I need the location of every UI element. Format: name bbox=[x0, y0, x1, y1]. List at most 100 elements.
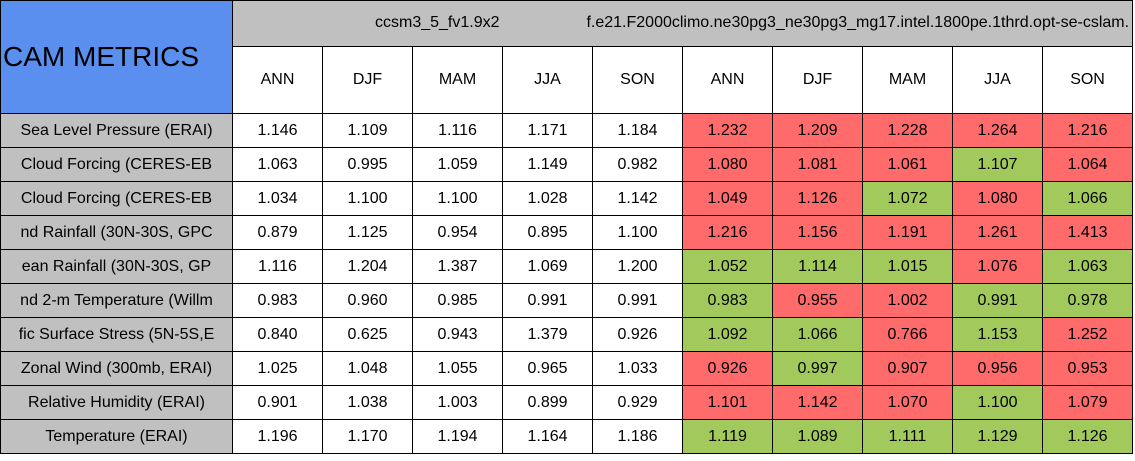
data-row: ean Rainfall (30N-30S, GP 1.116 1.204 1.387… bbox=[0, 249, 1134, 284]
row-label: Sea Level Pressure (ERAI) bbox=[0, 113, 233, 148]
metric-value: 1.107 bbox=[952, 147, 1043, 182]
season-row: ANN DJF MAM JJA SON ANN DJF MAM JJA SON bbox=[1, 46, 1134, 114]
metric-value: 1.126 bbox=[772, 181, 863, 216]
metric-value: 1.170 bbox=[322, 419, 413, 454]
metric-value: 1.142 bbox=[772, 385, 863, 420]
metric-value: 1.264 bbox=[952, 113, 1043, 148]
metric-value: 1.066 bbox=[1041, 181, 1134, 216]
metric-value: 1.387 bbox=[412, 249, 503, 284]
metric-value: 0.943 bbox=[412, 317, 503, 352]
metric-value: 0.907 bbox=[862, 351, 953, 386]
metric-value: 1.184 bbox=[592, 113, 683, 148]
season-header: SON bbox=[592, 46, 683, 114]
season-header: DJF bbox=[772, 46, 863, 114]
metric-value: 0.929 bbox=[592, 385, 683, 420]
row-label: fic Surface Stress (5N-5S,E bbox=[0, 317, 233, 352]
case-name: f.e21.F2000climo.ne30pg3_ne30pg3_mg17.in… bbox=[586, 14, 1130, 31]
metric-value: 0.965 bbox=[502, 351, 593, 386]
metric-value: 1.048 bbox=[322, 351, 413, 386]
metric-value: 1.076 bbox=[952, 249, 1043, 284]
metric-value: 1.196 bbox=[232, 419, 323, 454]
metric-value: 0.895 bbox=[502, 215, 593, 250]
metric-value: 1.033 bbox=[592, 351, 683, 386]
metric-value: 0.995 bbox=[322, 147, 413, 182]
metric-value: 1.142 bbox=[592, 181, 683, 216]
metric-value: 1.119 bbox=[682, 419, 773, 454]
metric-value: 1.063 bbox=[1041, 249, 1134, 284]
row-label: Temperature (ERAI) bbox=[0, 419, 233, 454]
metric-value: 0.926 bbox=[592, 317, 683, 352]
metric-value: 1.149 bbox=[502, 147, 593, 182]
season-header: MAM bbox=[862, 46, 953, 114]
metric-value: 1.146 bbox=[232, 113, 323, 148]
metric-value: 1.002 bbox=[862, 283, 953, 318]
metric-value: 1.153 bbox=[952, 317, 1043, 352]
metric-value: 1.194 bbox=[412, 419, 503, 454]
metric-value: 1.125 bbox=[322, 215, 413, 250]
row-label: Cloud Forcing (CERES-EB bbox=[0, 181, 233, 216]
season-header: ANN bbox=[232, 46, 323, 114]
metric-value: 0.991 bbox=[502, 283, 593, 318]
metric-value: 0.901 bbox=[232, 385, 323, 420]
metric-value: 1.111 bbox=[862, 419, 953, 454]
metric-value: 0.899 bbox=[502, 385, 593, 420]
metric-value: 1.055 bbox=[412, 351, 503, 386]
metric-value: 1.038 bbox=[322, 385, 413, 420]
season-header: JJA bbox=[502, 46, 593, 114]
metric-value: 0.991 bbox=[952, 283, 1043, 318]
metric-value: 1.114 bbox=[772, 249, 863, 284]
data-row: Temperature (ERAI) 1.196 1.170 1.194 1.164 1.… bbox=[0, 419, 1134, 454]
metric-value: 1.034 bbox=[232, 181, 323, 216]
metric-value: 1.232 bbox=[682, 113, 773, 148]
metric-value: 1.101 bbox=[682, 385, 773, 420]
metric-value: 0.997 bbox=[772, 351, 863, 386]
metric-value: 1.116 bbox=[232, 249, 323, 284]
metric-value: 1.070 bbox=[862, 385, 953, 420]
metric-value: 1.209 bbox=[772, 113, 863, 148]
season-header: JJA bbox=[952, 46, 1043, 114]
data-row: nd 2-m Temperature (Willm 0.983 0.960 0.985… bbox=[0, 283, 1134, 318]
metric-value: 1.080 bbox=[682, 147, 773, 182]
metric-value: 0.991 bbox=[592, 283, 683, 318]
metric-value: 1.064 bbox=[1041, 147, 1134, 182]
metric-value: 1.171 bbox=[502, 113, 593, 148]
metric-value: 1.081 bbox=[772, 147, 863, 182]
metric-value: 1.028 bbox=[502, 181, 593, 216]
row-label: Relative Humidity (ERAI) bbox=[0, 385, 233, 420]
data-row: fic Surface Stress (5N-5S,E 0.840 0.625 0.9… bbox=[0, 317, 1134, 352]
metric-value: 1.100 bbox=[592, 215, 683, 250]
metric-value: 1.200 bbox=[592, 249, 683, 284]
metric-value: 0.983 bbox=[682, 283, 773, 318]
header-row: CAM METRICS ccsm3_5_fv1.9x2 f.e21.F2000c… bbox=[0, 0, 1134, 114]
metric-value: 0.766 bbox=[862, 317, 953, 352]
metric-value: 1.252 bbox=[1041, 317, 1134, 352]
metric-value: 0.985 bbox=[412, 283, 503, 318]
metric-value: 0.879 bbox=[232, 215, 323, 250]
metric-value: 1.156 bbox=[772, 215, 863, 250]
metric-value: 1.116 bbox=[412, 113, 503, 148]
metric-value: 1.216 bbox=[682, 215, 773, 250]
metric-value: 0.960 bbox=[322, 283, 413, 318]
metric-value: 1.261 bbox=[952, 215, 1043, 250]
season-header: MAM bbox=[412, 46, 503, 114]
season-header: SON bbox=[1041, 46, 1134, 114]
metric-value: 1.025 bbox=[232, 351, 323, 386]
data-row: Cloud Forcing (CERES-EB 1.063 0.995 1.059 1.… bbox=[0, 147, 1134, 182]
metric-value: 0.926 bbox=[682, 351, 773, 386]
metric-value: 1.069 bbox=[502, 249, 593, 284]
metric-value: 1.216 bbox=[1041, 113, 1134, 148]
metric-value: 1.109 bbox=[322, 113, 413, 148]
data-row: Relative Humidity (ERAI) 0.901 1.038 1.003 0… bbox=[0, 385, 1134, 420]
metric-value: 1.052 bbox=[682, 249, 773, 284]
metric-value: 0.840 bbox=[232, 317, 323, 352]
metric-value: 0.625 bbox=[322, 317, 413, 352]
row-label: nd Rainfall (30N-30S, GPC bbox=[0, 215, 233, 250]
metric-value: 1.379 bbox=[502, 317, 593, 352]
case-name: ccsm3_5_fv1.9x2 bbox=[375, 14, 500, 31]
data-row: nd Rainfall (30N-30S, GPC 0.879 1.125 0.954… bbox=[0, 215, 1134, 250]
metric-value: 1.079 bbox=[1041, 385, 1134, 420]
metric-value: 0.955 bbox=[772, 283, 863, 318]
